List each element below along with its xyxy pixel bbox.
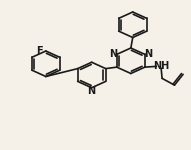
- Text: NH: NH: [153, 61, 169, 71]
- Text: N: N: [144, 49, 152, 59]
- Text: N: N: [109, 49, 117, 59]
- Text: F: F: [36, 46, 43, 56]
- Text: N: N: [88, 86, 96, 96]
